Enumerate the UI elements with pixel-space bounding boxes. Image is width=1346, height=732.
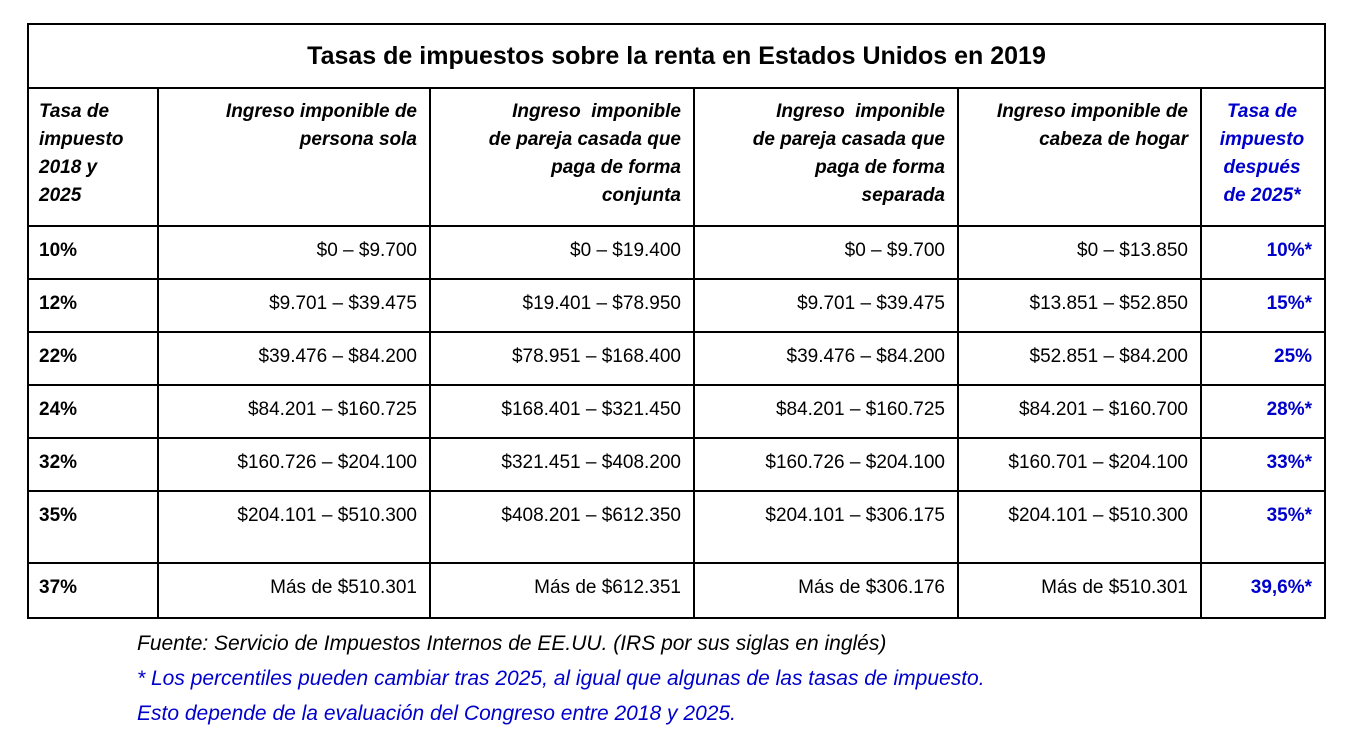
- cell-married-separate: $204.101 – $306.175: [693, 490, 959, 564]
- footnotes: Fuente: Servicio de Impuestos Internos d…: [137, 626, 1324, 731]
- cell-rate-after-2025: 10%*: [1199, 225, 1327, 280]
- table-row: 24% $84.201 – $160.725 $168.401 – $321.4…: [27, 384, 1327, 439]
- cell-married-joint: $78.951 – $168.400: [429, 331, 695, 386]
- table-row: 10% $0 – $9.700 $0 – $19.400 $0 – $9.700…: [27, 225, 1327, 280]
- cell-rate: 10%: [27, 225, 159, 280]
- table-row: 22% $39.476 – $84.200 $78.951 – $168.400…: [27, 331, 1327, 386]
- table-row: 12% $9.701 – $39.475 $19.401 – $78.950 $…: [27, 278, 1327, 333]
- table-row: 35% $204.101 – $510.300 $408.201 – $612.…: [27, 490, 1327, 564]
- footnote-continuation: Esto depende de la evaluación del Congre…: [137, 702, 736, 725]
- cell-married-joint: $19.401 – $78.950: [429, 278, 695, 333]
- header-married-separate: Ingreso imponible de pareja casada que p…: [693, 87, 959, 227]
- cell-head-of-household: $204.101 – $510.300: [957, 490, 1202, 564]
- cell-married-separate: $9.701 – $39.475: [693, 278, 959, 333]
- cell-single: $204.101 – $510.300: [157, 490, 431, 564]
- cell-married-separate: $160.726 – $204.100: [693, 437, 959, 492]
- table-title: Tasas de impuestos sobre la renta en Est…: [26, 23, 1327, 89]
- cell-rate: 12%: [27, 278, 159, 333]
- cell-single: Más de $510.301: [157, 562, 431, 619]
- table-row: 37% Más de $510.301 Más de $612.351 Más …: [27, 562, 1327, 619]
- cell-head-of-household: $13.851 – $52.850: [957, 278, 1202, 333]
- header-single: Ingreso imponible de persona sola: [157, 87, 431, 227]
- cell-married-joint: $321.451 – $408.200: [429, 437, 695, 492]
- header-married-joint: Ingreso imponible de pareja casada que p…: [429, 87, 695, 227]
- cell-married-joint: Más de $612.351: [429, 562, 695, 619]
- cell-rate-after-2025: 28%*: [1199, 384, 1327, 439]
- cell-head-of-household: $84.201 – $160.700: [957, 384, 1202, 439]
- cell-rate-after-2025: 25%: [1199, 331, 1327, 386]
- cell-married-separate: $84.201 – $160.725: [693, 384, 959, 439]
- cell-married-joint: $168.401 – $321.450: [429, 384, 695, 439]
- cell-head-of-household: $52.851 – $84.200: [957, 331, 1202, 386]
- header-head-of-household: Ingreso imponible de cabeza de hogar: [957, 87, 1202, 227]
- cell-rate-after-2025: 39,6%*: [1199, 562, 1327, 619]
- cell-single: $9.701 – $39.475: [157, 278, 431, 333]
- asterisk-footnote: * Los percentiles pueden cambiar tras 20…: [137, 667, 985, 690]
- tax-rates-table: Tasas de impuestos sobre la renta en Est…: [26, 23, 1327, 619]
- cell-rate-after-2025: 15%*: [1199, 278, 1327, 333]
- cell-single: $39.476 – $84.200: [157, 331, 431, 386]
- cell-rate: 37%: [27, 562, 159, 619]
- cell-rate: 35%: [27, 490, 159, 564]
- cell-head-of-household: $160.701 – $204.100: [957, 437, 1202, 492]
- title-row: Tasas de impuestos sobre la renta en Est…: [26, 23, 1327, 89]
- header-rate-after-2025: Tasa de impuesto después de 2025*: [1199, 87, 1327, 227]
- cell-rate: 22%: [27, 331, 159, 386]
- source-note: Fuente: Servicio de Impuestos Internos d…: [137, 632, 887, 655]
- cell-rate-after-2025: 33%*: [1199, 437, 1327, 492]
- cell-rate: 24%: [27, 384, 159, 439]
- table-row: 32% $160.726 – $204.100 $321.451 – $408.…: [27, 437, 1327, 492]
- cell-single: $0 – $9.700: [157, 225, 431, 280]
- cell-single: $160.726 – $204.100: [157, 437, 431, 492]
- cell-married-joint: $408.201 – $612.350: [429, 490, 695, 564]
- header-row: Tasa de impuesto 2018 y 2025 Ingreso imp…: [27, 87, 1327, 227]
- cell-married-separate: $39.476 – $84.200: [693, 331, 959, 386]
- cell-married-separate: $0 – $9.700: [693, 225, 959, 280]
- cell-head-of-household: Más de $510.301: [957, 562, 1202, 619]
- cell-rate: 32%: [27, 437, 159, 492]
- cell-rate-after-2025: 35%*: [1199, 490, 1327, 564]
- cell-single: $84.201 – $160.725: [157, 384, 431, 439]
- cell-head-of-household: $0 – $13.850: [957, 225, 1202, 280]
- cell-married-separate: Más de $306.176: [693, 562, 959, 619]
- cell-married-joint: $0 – $19.400: [429, 225, 695, 280]
- header-rate-2018-2025: Tasa de impuesto 2018 y 2025: [27, 87, 159, 227]
